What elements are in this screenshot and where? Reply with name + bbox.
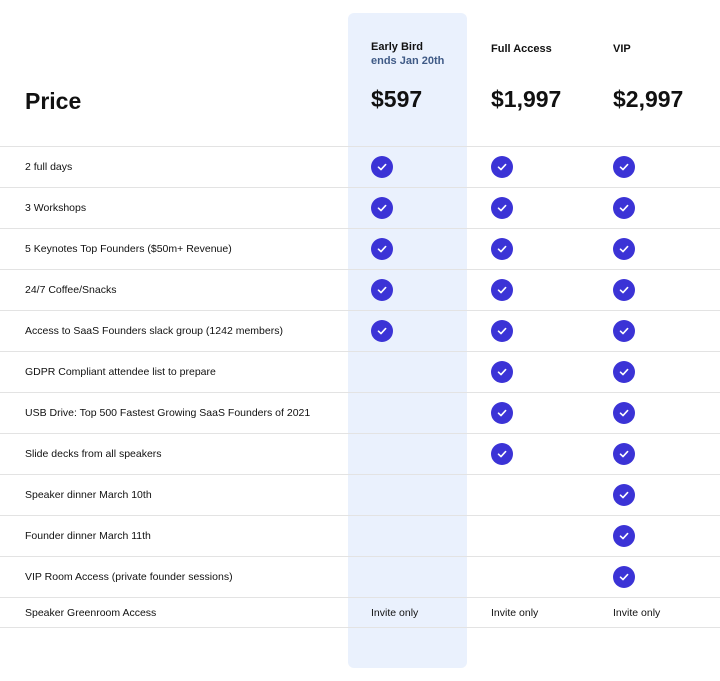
early-bird-highlight-column bbox=[348, 13, 467, 668]
invite-only-label: Invite only bbox=[613, 606, 661, 619]
feature-cell bbox=[491, 352, 513, 392]
feature-cell bbox=[613, 434, 635, 474]
pricing-header: Price Early Bird ends Jan 20th $597 Full… bbox=[0, 0, 720, 146]
feature-cell bbox=[371, 147, 393, 187]
feature-label: Access to SaaS Founders slack group (124… bbox=[25, 325, 283, 337]
feature-cell bbox=[491, 229, 513, 269]
check-circle-icon bbox=[613, 279, 635, 301]
feature-cell bbox=[371, 188, 393, 228]
check-circle-icon bbox=[371, 197, 393, 219]
table-row: USB Drive: Top 500 Fastest Growing SaaS … bbox=[0, 392, 720, 433]
table-row: Slide decks from all speakers bbox=[0, 433, 720, 474]
feature-label: Slide decks from all speakers bbox=[25, 448, 162, 460]
table-row: Speaker Greenroom Access Invite only Invit… bbox=[0, 597, 720, 628]
check-circle-icon bbox=[613, 443, 635, 465]
feature-cell bbox=[613, 229, 635, 269]
feature-label: 3 Workshops bbox=[25, 202, 87, 214]
feature-cell bbox=[491, 188, 513, 228]
check-circle-icon bbox=[613, 402, 635, 424]
tier-name: Full Access bbox=[491, 43, 552, 55]
check-circle-icon bbox=[491, 279, 513, 301]
feature-cell bbox=[613, 188, 635, 228]
table-row: Access to SaaS Founders slack group (124… bbox=[0, 310, 720, 351]
feature-cell bbox=[613, 393, 635, 433]
check-circle-icon bbox=[371, 156, 393, 178]
feature-cell bbox=[613, 311, 635, 351]
check-circle-icon bbox=[491, 443, 513, 465]
tier-price: $1,997 bbox=[491, 86, 562, 112]
feature-cell bbox=[613, 557, 635, 597]
table-row: VIP Room Access (private founder session… bbox=[0, 556, 720, 597]
feature-label: 24/7 Coffee/Snacks bbox=[25, 284, 117, 296]
check-circle-icon bbox=[613, 320, 635, 342]
feature-label: VIP Room Access (private founder session… bbox=[25, 571, 233, 583]
check-circle-icon bbox=[613, 525, 635, 547]
check-circle-icon bbox=[613, 197, 635, 219]
invite-only-label: Invite only bbox=[371, 606, 419, 619]
tier-name: VIP bbox=[613, 43, 631, 55]
check-circle-icon bbox=[613, 238, 635, 260]
feature-label: Speaker Greenroom Access bbox=[25, 606, 157, 619]
tier-subtitle: ends Jan 20th bbox=[371, 55, 445, 67]
feature-cell bbox=[613, 270, 635, 310]
feature-cell bbox=[491, 147, 513, 187]
feature-cell bbox=[613, 352, 635, 392]
tier-vip: VIP $2,997 bbox=[613, 40, 720, 112]
price-heading: Price bbox=[25, 88, 82, 114]
invite-only-label: Invite only bbox=[491, 606, 539, 619]
tier-price: $2,997 bbox=[613, 86, 684, 112]
feature-cell: Invite only bbox=[371, 598, 418, 627]
table-row: Speaker dinner March 10th bbox=[0, 474, 720, 515]
table-row: 5 Keynotes Top Founders ($50m+ Revenue) bbox=[0, 228, 720, 269]
feature-cell bbox=[371, 311, 393, 351]
feature-cell bbox=[491, 270, 513, 310]
tier-full-access: Full Access $1,997 bbox=[491, 40, 611, 112]
tier-name: Early Bird bbox=[371, 41, 423, 53]
feature-cell: Invite only bbox=[491, 598, 538, 627]
check-circle-icon bbox=[491, 320, 513, 342]
table-row: 2 full days bbox=[0, 146, 720, 187]
check-circle-icon bbox=[371, 279, 393, 301]
feature-cell bbox=[491, 434, 513, 474]
feature-label: Founder dinner March 11th bbox=[25, 530, 151, 542]
table-row: Founder dinner March 11th bbox=[0, 515, 720, 556]
check-circle-icon bbox=[371, 238, 393, 260]
check-circle-icon bbox=[491, 361, 513, 383]
check-circle-icon bbox=[491, 402, 513, 424]
check-circle-icon bbox=[613, 566, 635, 588]
check-circle-icon bbox=[371, 320, 393, 342]
feature-label: Speaker dinner March 10th bbox=[25, 489, 152, 501]
feature-cell bbox=[613, 475, 635, 515]
table-row: 24/7 Coffee/Snacks bbox=[0, 269, 720, 310]
feature-label: GDPR Compliant attendee list to prepare bbox=[25, 366, 216, 378]
feature-cell bbox=[371, 229, 393, 269]
feature-cell bbox=[613, 147, 635, 187]
feature-label: 2 full days bbox=[25, 161, 73, 173]
feature-cell bbox=[491, 393, 513, 433]
check-circle-icon bbox=[491, 197, 513, 219]
feature-cell bbox=[371, 270, 393, 310]
check-circle-icon bbox=[613, 361, 635, 383]
check-circle-icon bbox=[491, 238, 513, 260]
tier-early-bird: Early Bird ends Jan 20th $597 bbox=[371, 40, 491, 112]
table-row: 3 Workshops bbox=[0, 187, 720, 228]
check-circle-icon bbox=[613, 484, 635, 506]
feature-cell bbox=[613, 516, 635, 556]
feature-label: 5 Keynotes Top Founders ($50m+ Revenue) bbox=[25, 243, 232, 255]
feature-label: USB Drive: Top 500 Fastest Growing SaaS … bbox=[25, 407, 311, 419]
feature-table: 2 full days 3 Workshops 5 Keynotes Top Fou… bbox=[0, 146, 720, 628]
check-circle-icon bbox=[491, 156, 513, 178]
feature-cell: Invite only bbox=[613, 598, 660, 627]
feature-cell bbox=[491, 311, 513, 351]
check-circle-icon bbox=[613, 156, 635, 178]
tier-price: $597 bbox=[371, 86, 423, 112]
table-row: GDPR Compliant attendee list to prepare bbox=[0, 351, 720, 392]
